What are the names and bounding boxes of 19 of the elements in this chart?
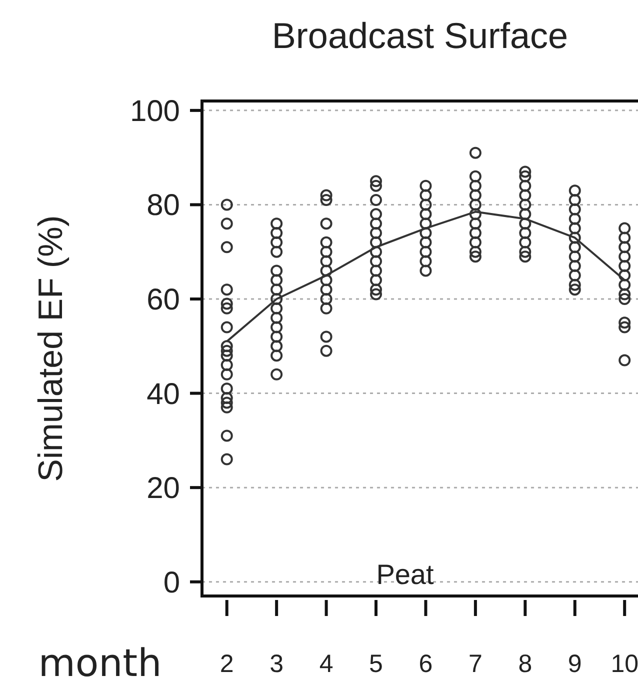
y-tick-label: 40 [146, 378, 180, 411]
x-tick-label: 10 [610, 650, 638, 678]
y-tick-label: 80 [146, 189, 180, 222]
y-tick-label: 20 [146, 472, 180, 506]
x-tick-label: 6 [418, 650, 433, 678]
y-axis-title: Simulated EF (%) [32, 215, 70, 482]
annotation: Peat [376, 559, 434, 590]
x-tick-label: 7 [468, 650, 482, 678]
x-tick-label: 8 [518, 650, 532, 678]
chart-title: Broadcast Surface [272, 15, 568, 56]
x-tick-label: 9 [568, 650, 582, 678]
x-tick-label: 4 [319, 650, 334, 678]
x-tick-label: 5 [369, 650, 383, 678]
x-axis-title: month [38, 641, 162, 685]
y-tick-label: 60 [146, 284, 180, 316]
y-tick-label: 100 [130, 94, 180, 128]
x-tick-label: 2 [220, 650, 234, 678]
x-tick-label: 3 [270, 650, 284, 678]
y-tick-label: 0 [163, 566, 180, 600]
